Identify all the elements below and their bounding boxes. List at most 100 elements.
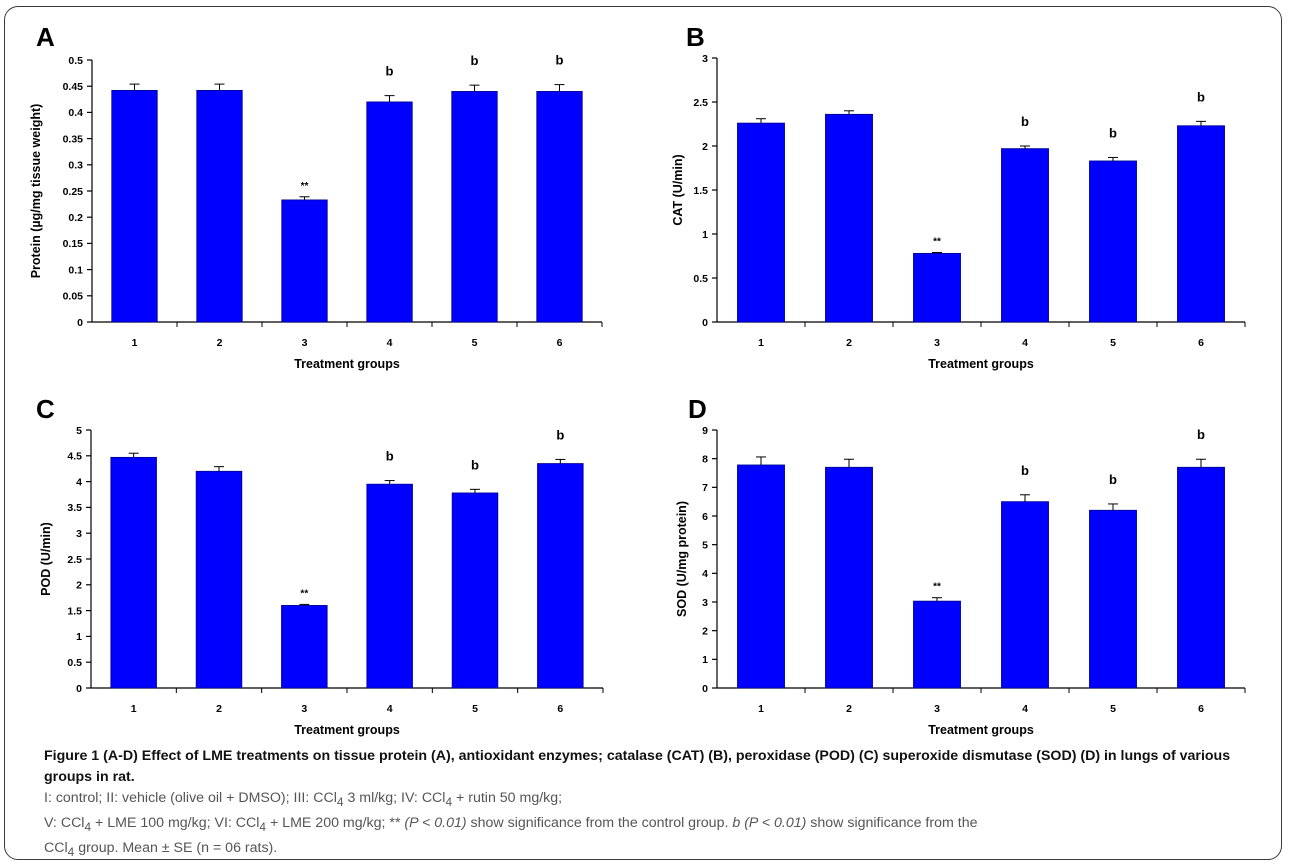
y-tick-label: 3.5 [67, 502, 82, 514]
y-tick-label: 9 [702, 425, 708, 437]
x-tick-label: 5 [1110, 703, 1116, 715]
bar [1089, 509, 1137, 689]
y-tick-label: 6 [702, 511, 708, 523]
caption-sub: 4 [84, 819, 92, 834]
y-tick-label: 8 [702, 453, 708, 465]
x-tick-label: 6 [557, 703, 563, 715]
x-tick-label: 3 [934, 337, 940, 349]
bar [110, 456, 157, 689]
bar [913, 252, 961, 323]
y-tick-label: 0.35 [63, 133, 84, 145]
y-tick-label: 0.2 [68, 212, 83, 224]
bar [451, 492, 499, 689]
x-axis-title: Treatment groups [928, 723, 1034, 737]
y-tick-label: 0 [702, 683, 708, 695]
bar [1177, 466, 1225, 689]
y-tick-label: 3 [76, 528, 82, 540]
significance-label: ** [933, 582, 941, 593]
bar [825, 113, 873, 323]
bar [1177, 125, 1225, 323]
y-tick-label: 2 [702, 141, 708, 153]
y-tick-label: 0.5 [67, 657, 82, 669]
x-tick-label: 5 [472, 337, 478, 349]
chart-a: A 0 0.05 0.1 0.15 0.2 0.25 0.3 0.35 0.4 0.45 0.5 1 2 3… [29, 22, 603, 371]
y-tick-label: 4 [702, 568, 708, 580]
panel-letter: A [36, 22, 55, 52]
y-tick-label: 1.5 [693, 185, 708, 197]
chart-b: B 0 0.5 1 1.5 2 2.5 3 1 2 3 ** 4 b 5 b 6 b Treatment group… [671, 22, 1246, 371]
significance-label: ** [301, 181, 309, 192]
bar [196, 89, 243, 323]
caption-text: CCl [44, 839, 68, 856]
y-tick-label: 2 [702, 625, 708, 637]
bar [111, 89, 158, 323]
x-tick-label: 6 [1198, 703, 1204, 715]
y-tick-label: 0.4 [68, 107, 83, 119]
y-axis-title: Protein (µg/mg tissue weight) [29, 104, 43, 279]
caption-text: + LME 100 mg/kg; VI: CCl [91, 814, 260, 831]
bar [737, 464, 785, 689]
x-tick-label: 2 [846, 703, 852, 715]
y-tick-label: 2 [76, 580, 82, 592]
y-axis-title: SOD (U/mg protein) [675, 501, 689, 617]
bar [366, 483, 413, 689]
significance-label: b [471, 457, 479, 472]
y-tick-label: 0 [76, 683, 82, 695]
caption-sub: 4 [67, 844, 75, 859]
significance-label: b [386, 64, 394, 79]
caption-line-3: V: CCl4 + LME 100 mg/kg; VI: CCl4 + LME … [44, 813, 1264, 838]
bar [281, 605, 328, 689]
x-tick-label: 6 [1198, 337, 1204, 349]
chart-c: C 0 0.5 1 1.5 2 2.5 3 3.5 4 4.5 5 1 2 3 ** 4 b 5 b 6 b Treatme… [36, 394, 604, 737]
chart-d: D 0 1 2 3 4 5 6 7 8 9 1 2 3 ** 4 b 5 b 6 b Treatment groups SO… [675, 394, 1246, 737]
caption-text: + rutin 50 mg/kg; [452, 790, 563, 806]
y-tick-label: 5 [76, 425, 82, 437]
y-tick-label: 3 [702, 597, 708, 609]
y-tick-label: 0 [702, 317, 708, 329]
significance-label: b [1109, 125, 1117, 140]
x-tick-label: 5 [1110, 337, 1116, 349]
y-tick-label: 2.5 [693, 97, 708, 109]
y-tick-label: 0.1 [68, 264, 83, 276]
caption-line-1: Figure 1 (A-D) Effect of LME treatments … [44, 746, 1264, 788]
significance-label: b [386, 449, 394, 464]
x-tick-label: 1 [132, 337, 138, 349]
x-tick-label: 3 [302, 337, 308, 349]
caption-sub: 4 [259, 819, 267, 834]
significance-label: b [1021, 463, 1029, 478]
y-tick-label: 1 [702, 229, 708, 241]
y-axis-title: CAT (U/min) [671, 154, 685, 225]
y-tick-label: 7 [702, 482, 708, 494]
y-tick-label: 0.05 [63, 291, 84, 303]
x-axis-title: Treatment groups [294, 357, 400, 371]
panel-a: A 0 0.05 0.1 0.15 0.2 0.25 0.3 0.35 0.4 0.45 0.5 1 2 3… [0, 0, 640, 371]
y-tick-label: 5 [702, 539, 708, 551]
significance-label: b [556, 53, 564, 68]
x-tick-label: 1 [131, 703, 137, 715]
x-tick-label: 1 [758, 703, 764, 715]
bar [1001, 501, 1049, 689]
y-tick-label: 3 [702, 53, 708, 65]
bar [913, 600, 961, 689]
caption-line-4: CCl4 group. Mean ± SE (n = 06 rats). [44, 838, 1264, 863]
caption-sub: 4 [445, 794, 453, 809]
significance-label: ** [300, 588, 308, 599]
significance-label: b [1197, 427, 1205, 442]
significance-label: b [1197, 89, 1205, 104]
x-tick-label: 4 [1022, 337, 1028, 349]
x-tick-label: 6 [557, 337, 563, 349]
y-tick-label: 0.15 [63, 238, 84, 250]
y-tick-label: 0.5 [68, 55, 83, 67]
x-tick-label: 4 [387, 337, 393, 349]
y-tick-label: 1 [76, 631, 82, 643]
bar [825, 466, 873, 689]
panel-c: C 0 0.5 1 1.5 2 2.5 3 3.5 4 4.5 5 1 2 3 ** 4 b 5 b 6 b Treatme… [0, 372, 640, 742]
panel-d: D 0 1 2 3 4 5 6 7 8 9 1 2 3 ** 4 b 5 b 6 b Treatment groups SO… [640, 372, 1280, 742]
x-tick-label: 1 [758, 337, 764, 349]
y-tick-label: 1 [702, 654, 708, 666]
bar [537, 463, 584, 689]
significance-label: b [1021, 114, 1029, 129]
caption-text: V: CCl [44, 814, 85, 831]
y-tick-label: 0.3 [68, 160, 83, 172]
panel-letter: B [686, 22, 705, 52]
